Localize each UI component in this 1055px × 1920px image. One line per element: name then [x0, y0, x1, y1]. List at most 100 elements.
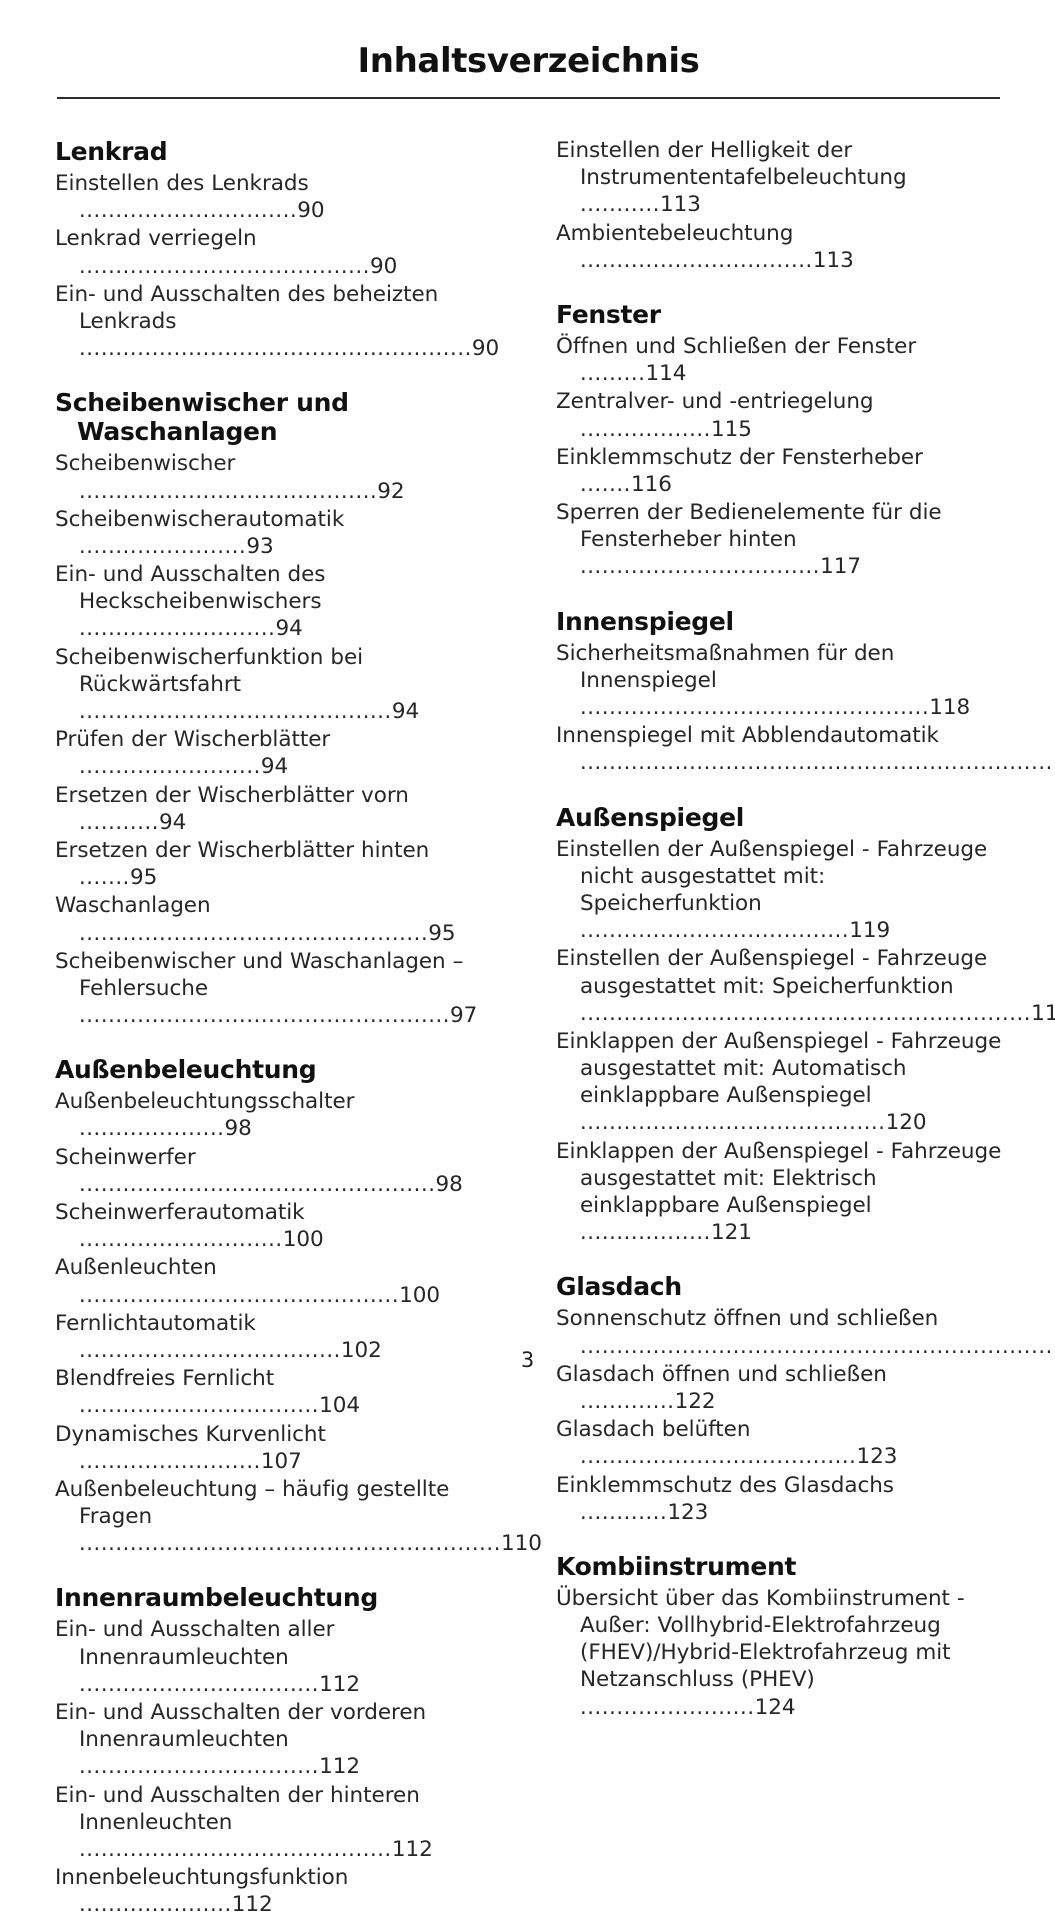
toc-entry-page: 112 [319, 1754, 360, 1780]
toc-entry-page: 114 [645, 361, 687, 387]
toc-entry[interactable]: Einstellen der Außenspiegel - Fahrzeuge … [556, 836, 1011, 945]
toc-entry[interactable]: Ein- und Ausschalten der vorderen Innenr… [55, 1699, 510, 1781]
toc-entry-page: 97 [450, 1003, 478, 1029]
toc-entry[interactable]: Ersetzen der Wischerblätter vorn .......… [55, 782, 510, 836]
toc-entry-leader: .............................. [79, 198, 298, 223]
toc-entry-label: Waschanlagen [55, 893, 211, 919]
toc-entry[interactable]: Einklemmschutz des Glasdachs ...........… [556, 1472, 1011, 1526]
toc-section-heading: Lenkrad [55, 137, 168, 166]
toc-entry-label: Fernlichtautomatik [55, 1310, 256, 1336]
toc-entry-page: 110 [500, 1531, 542, 1557]
toc-entry-page: 102 [340, 1337, 382, 1363]
toc-entry[interactable]: Glasdach belüften ......................… [556, 1416, 1011, 1470]
toc-section-heading: Scheibenwischer und Waschanlagen [55, 388, 349, 447]
toc-entry-page: 117 [820, 554, 861, 580]
toc-entry-leader: .................. [580, 416, 711, 441]
toc-entry-leader: ........................................… [580, 1110, 886, 1135]
page-title: Inhaltsverzeichnis [357, 41, 700, 81]
toc-entry[interactable]: Ein- und Ausschalten aller Innenraumleuc… [55, 1616, 510, 1698]
toc-entry-label: Glasdach belüften [556, 1417, 751, 1443]
toc-entry-leader: ....... [580, 471, 631, 496]
toc-entry[interactable]: Scheibenwischer und Waschanlagen – Fehle… [55, 948, 510, 1030]
toc-entry-leader: ........... [79, 809, 160, 834]
toc-entry[interactable]: Sonnenschutz öffnen und schließen ......… [556, 1305, 1055, 1359]
toc-entry[interactable]: Außenbeleuchtungsschalter ..............… [55, 1088, 510, 1142]
toc-entry[interactable]: Innenspiegel mit Abblendautomatik ......… [556, 722, 1055, 776]
toc-entry-leader: .................. [580, 1220, 711, 1245]
toc-entry-page: 94 [275, 616, 303, 642]
toc-entry-label: Scheinwerferautomatik [55, 1200, 305, 1225]
toc-entry-label: Außenleuchten [55, 1255, 217, 1281]
toc-section-heading: Außenbeleuchtung [55, 1055, 317, 1085]
toc-entry-page: 95 [428, 920, 456, 946]
toc-entry[interactable]: Innenbeleuchtungsfunktion ..............… [55, 1864, 510, 1918]
toc-entry[interactable]: Einklappen der Außenspiegel - Fahrzeuge … [556, 1028, 1011, 1137]
toc-entry[interactable]: Einklappen der Außenspiegel - Fahrzeuge … [556, 1138, 1011, 1247]
toc-entry[interactable]: Ambientebeleuchtung ....................… [556, 220, 1011, 274]
toc-entry[interactable]: Sicherheitsmaßnahmen für den Innenspiege… [556, 640, 1011, 722]
toc-entry[interactable]: Glasdach öffnen und schließen ..........… [556, 1361, 1011, 1415]
toc-entry-leader: ..................................... [580, 918, 850, 943]
toc-entry-page: 90 [297, 198, 325, 224]
toc-entry-label: Glasdach öffnen und schließen [556, 1361, 887, 1387]
toc-entry-label: Einklappen der Außenspiegel - Fahrzeuge … [556, 1138, 1002, 1218]
toc-entry-page: 92 [377, 478, 405, 504]
toc-entry[interactable]: Außenleuchten ..........................… [55, 1254, 510, 1308]
toc-entry[interactable]: Scheibenwischerfunktion bei Rückwärtsfah… [55, 644, 510, 726]
toc-entry-leader: .................................... [79, 1337, 341, 1362]
toc-entry[interactable]: Waschanlagen ...........................… [55, 892, 510, 946]
toc-entry-leader: ........................................… [79, 1282, 400, 1307]
toc-entry[interactable]: Prüfen der Wischerblätter ..............… [55, 726, 510, 780]
toc-entry[interactable]: Zentralver- und -entriegelung ..........… [556, 388, 1011, 442]
page-header: Inhaltsverzeichnis [57, 41, 1000, 81]
toc-entry[interactable]: Ein- und Ausschalten des beheizten Lenkr… [55, 281, 510, 363]
toc-entry-label: Ein- und Ausschalten der vorderen Innenr… [55, 1700, 427, 1753]
toc-entry-label: Innenspiegel mit Abblendautomatik [556, 723, 939, 749]
toc-entry-leader: ........................................… [79, 336, 472, 361]
toc-entry-label: Prüfen der Wischerblätter [55, 727, 331, 753]
toc-entry[interactable]: Einklemmschutz der Fensterheber .......1… [556, 444, 1011, 498]
toc-entry-label: Einstellen der Außenspiegel - Fahrzeuge … [556, 836, 988, 916]
toc-entry[interactable]: Einstellen der Helligkeit der Instrument… [556, 137, 1011, 219]
toc-entry-label: Scheibenwischerfunktion bei Rückwärtsfah… [55, 644, 364, 697]
toc-entry-leader: ........................................… [79, 1531, 501, 1556]
toc-entry-label: Ein- und Ausschalten der hinteren Innenl… [55, 1782, 420, 1835]
toc-entry[interactable]: Sperren der Bedienelemente für die Fenst… [556, 499, 1011, 581]
toc-entry-leader: ............ [580, 1499, 668, 1524]
toc-entry-leader: ................................. [79, 1671, 320, 1696]
toc-entry-leader: ................................. [580, 554, 821, 579]
toc-entry[interactable]: Lenkrad verriegeln .....................… [55, 225, 510, 279]
toc-entry-label: Sonnenschutz öffnen und schließen [556, 1306, 939, 1332]
toc-entry-leader: ........................................… [79, 1836, 392, 1861]
toc-entry[interactable]: Öffnen und Schließen der Fenster .......… [556, 333, 1011, 387]
toc-entry-label: Ein- und Ausschalten des Heckscheibenwis… [55, 562, 326, 615]
toc-entry-label: Einklappen der Außenspiegel - Fahrzeuge … [556, 1028, 1002, 1109]
toc-entry-label: Außenbeleuchtungsschalter [55, 1089, 355, 1115]
toc-entry[interactable]: Fernlichtautomatik .....................… [55, 1310, 510, 1364]
toc-entry[interactable]: Scheibenwischerautomatik ...............… [55, 506, 510, 560]
toc-entry[interactable]: Scheinwerferautomatik ..................… [55, 1199, 510, 1253]
toc-entry-page: 121 [710, 1220, 752, 1246]
toc-entry-page: 90 [370, 253, 398, 279]
toc-entry-leader: ........................................… [79, 1003, 451, 1028]
toc-entry-leader: ........................................… [79, 920, 429, 945]
toc-entry[interactable]: Scheinwerfer ...........................… [55, 1144, 510, 1198]
toc-entry[interactable]: Übersicht über das Kombiinstrument - Auß… [556, 1585, 1011, 1721]
toc-entry-label: Scheibenwischerautomatik [55, 506, 345, 532]
toc-entry-label: Einstellen der Helligkeit der Instrument… [556, 138, 907, 191]
toc-entry[interactable]: Ein- und Ausschalten des Heckscheibenwis… [55, 561, 510, 643]
toc-entry-leader: ................................. [79, 1754, 320, 1779]
toc-entry[interactable]: Einstellen des Lenkrads ................… [55, 170, 510, 224]
toc-entry[interactable]: Blendfreies Fernlicht ..................… [55, 1365, 510, 1419]
toc-entry-label: Außenbeleuchtung – häufig gestellte Frag… [55, 1476, 450, 1530]
toc-entry[interactable]: Ein- und Ausschalten der hinteren Innenl… [55, 1782, 510, 1864]
toc-entry[interactable]: Einstellen der Außenspiegel - Fahrzeuge … [556, 945, 1055, 1027]
toc-entry[interactable]: Außenbeleuchtung – häufig gestellte Frag… [55, 1476, 542, 1558]
toc-entry-leader: ........................................… [79, 699, 392, 723]
toc-columns: Lenkrad Einstellen des Lenkrads .........… [0, 137, 1055, 1920]
toc-entry-page: 94 [260, 754, 289, 780]
toc-entry-leader: ........................................… [580, 1000, 1032, 1025]
toc-entry[interactable]: Scheibenwischer ........................… [55, 450, 510, 504]
toc-entry[interactable]: Ersetzen der Wischerblätter hinten .....… [55, 837, 510, 891]
toc-entry-page: 95 [129, 865, 158, 891]
